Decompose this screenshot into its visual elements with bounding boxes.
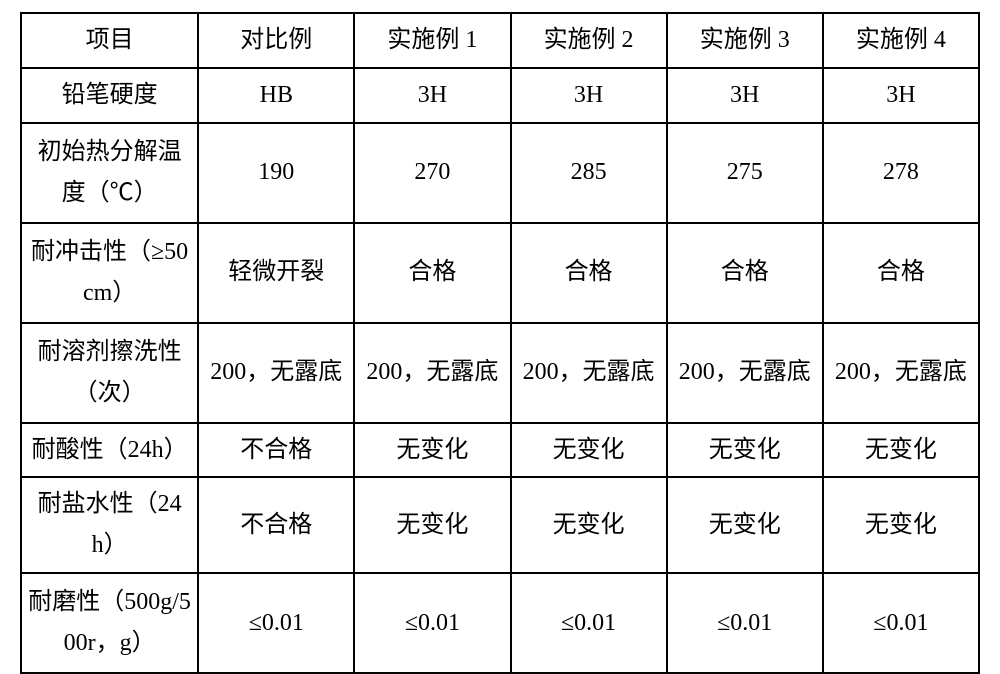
data-cell: HB	[198, 68, 354, 123]
data-cell: ≤0.01	[667, 573, 823, 673]
column-header-cell: 实施例 2	[511, 13, 667, 68]
table-row: 铅笔硬度HB3H3H3H3H	[21, 68, 979, 123]
column-header-cell: 实施例 3	[667, 13, 823, 68]
data-cell: 200，无露底	[354, 323, 510, 423]
data-cell: 3H	[667, 68, 823, 123]
table-row: 耐溶剂擦洗性（次）200，无露底200，无露底200，无露底200，无露底200…	[21, 323, 979, 423]
data-cell: 合格	[667, 223, 823, 323]
data-cell: 无变化	[667, 477, 823, 573]
table-row: 耐盐水性（24h）不合格无变化无变化无变化无变化	[21, 477, 979, 573]
data-cell: 200，无露底	[823, 323, 979, 423]
data-cell: 3H	[823, 68, 979, 123]
table-body: 项目对比例实施例 1实施例 2实施例 3实施例 4铅笔硬度HB3H3H3H3H初…	[21, 13, 979, 673]
data-cell: 合格	[354, 223, 510, 323]
data-cell: 无变化	[667, 423, 823, 478]
data-cell: 合格	[511, 223, 667, 323]
table-row: 耐磨性（500g/500r，g）≤0.01≤0.01≤0.01≤0.01≤0.0…	[21, 573, 979, 673]
column-header-cell: 实施例 1	[354, 13, 510, 68]
row-header-cell: 耐冲击性（≥50cm）	[21, 223, 198, 323]
data-cell: 200，无露底	[198, 323, 354, 423]
data-cell: 无变化	[511, 477, 667, 573]
data-cell: 合格	[823, 223, 979, 323]
data-cell: 275	[667, 123, 823, 223]
table-container: 项目对比例实施例 1实施例 2实施例 3实施例 4铅笔硬度HB3H3H3H3H初…	[0, 0, 1000, 669]
table-row: 耐冲击性（≥50cm）轻微开裂合格合格合格合格	[21, 223, 979, 323]
table-row: 项目对比例实施例 1实施例 2实施例 3实施例 4	[21, 13, 979, 68]
column-header-cell: 对比例	[198, 13, 354, 68]
table-row: 耐酸性（24h）不合格无变化无变化无变化无变化	[21, 423, 979, 478]
table-row: 初始热分解温度（℃）190270285275278	[21, 123, 979, 223]
data-cell: 轻微开裂	[198, 223, 354, 323]
data-cell: 190	[198, 123, 354, 223]
data-cell: 无变化	[823, 477, 979, 573]
data-cell: 270	[354, 123, 510, 223]
data-cell: 200，无露底	[667, 323, 823, 423]
data-cell: ≤0.01	[354, 573, 510, 673]
row-header-cell: 耐溶剂擦洗性（次）	[21, 323, 198, 423]
data-cell: 200，无露底	[511, 323, 667, 423]
row-header-cell: 耐磨性（500g/500r，g）	[21, 573, 198, 673]
data-cell: 285	[511, 123, 667, 223]
data-cell: 3H	[354, 68, 510, 123]
data-cell: 无变化	[354, 477, 510, 573]
row-header-cell: 初始热分解温度（℃）	[21, 123, 198, 223]
data-cell: ≤0.01	[511, 573, 667, 673]
row-header-cell: 项目	[21, 13, 198, 68]
data-cell: 无变化	[511, 423, 667, 478]
column-header-cell: 实施例 4	[823, 13, 979, 68]
data-cell: 无变化	[354, 423, 510, 478]
row-header-cell: 耐酸性（24h）	[21, 423, 198, 478]
row-header-cell: 铅笔硬度	[21, 68, 198, 123]
data-cell: ≤0.01	[198, 573, 354, 673]
row-header-cell: 耐盐水性（24h）	[21, 477, 198, 573]
data-cell: 3H	[511, 68, 667, 123]
data-cell: 278	[823, 123, 979, 223]
data-cell: 不合格	[198, 423, 354, 478]
data-cell: 不合格	[198, 477, 354, 573]
data-cell: 无变化	[823, 423, 979, 478]
data-cell: ≤0.01	[823, 573, 979, 673]
data-table: 项目对比例实施例 1实施例 2实施例 3实施例 4铅笔硬度HB3H3H3H3H初…	[20, 12, 980, 674]
